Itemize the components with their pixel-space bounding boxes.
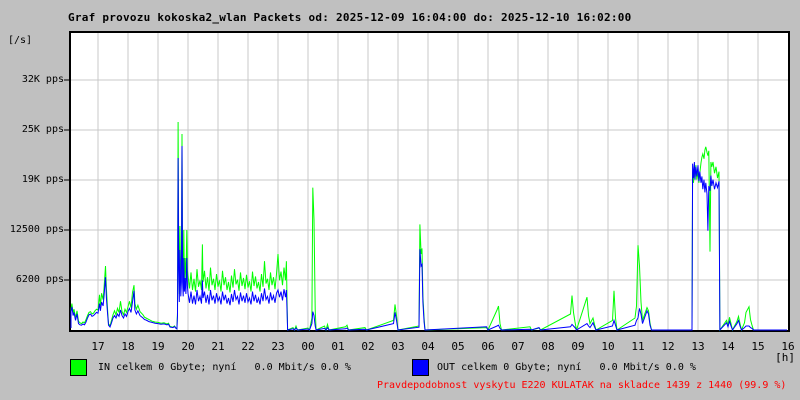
out-legend-swatch (412, 359, 429, 376)
x-tick-label: 16 (781, 340, 795, 353)
x-tick-label: 11 (631, 340, 645, 353)
x-tick-label: 07 (511, 340, 525, 353)
x-tick-label: 05 (451, 340, 465, 353)
y-tick-label: 19K pps (21, 174, 64, 185)
y-tick-label: 32K pps (21, 74, 64, 85)
x-tick-label: 13 (691, 340, 705, 353)
graph-title: Graf provozu kokoska2_wlan Packets od: 2… (68, 11, 632, 24)
y-axis-unit-label: [/s] (8, 35, 33, 46)
y-tick-label: 6200 pps (15, 274, 64, 285)
in-legend-label: IN celkem 0 Gbyte; nyní 0.0 Mbit/s 0.0 % (98, 362, 351, 373)
y-tick-label: 25K pps (21, 124, 64, 135)
traffic-chart (64, 33, 788, 332)
x-tick-label: 19 (151, 340, 165, 353)
x-axis-unit-label: [h] (775, 351, 795, 364)
alert-text: Pravdepodobnost vyskytu E220 KULATAK na … (377, 380, 787, 391)
plot-area (64, 31, 790, 332)
x-tick-label: 15 (751, 340, 765, 353)
x-tick-label: 21 (211, 340, 225, 353)
x-tick-label: 08 (541, 340, 555, 353)
out-legend-label: OUT celkem 0 Gbyte; nyní 0.0 Mbit/s 0.0 … (437, 362, 696, 373)
y-tick-label: 12500 pps (9, 224, 64, 235)
x-tick-label: 06 (481, 340, 495, 353)
x-tick-label: 22 (241, 340, 255, 353)
x-tick-label: 02 (361, 340, 375, 353)
out-series-line (70, 145, 787, 332)
x-tick-label: 23 (271, 340, 285, 353)
x-tick-label: 20 (181, 340, 195, 353)
x-tick-label: 04 (421, 340, 435, 353)
x-tick-label: 14 (721, 340, 735, 353)
x-tick-label: 03 (391, 340, 405, 353)
x-tick-label: 09 (571, 340, 585, 353)
x-tick-label: 17 (91, 340, 105, 353)
x-tick-label: 01 (331, 340, 345, 353)
x-tick-label: 10 (601, 340, 615, 353)
in-legend-swatch (70, 359, 87, 376)
x-tick-label: 18 (121, 340, 135, 353)
x-tick-label: 12 (661, 340, 675, 353)
x-tick-label: 00 (301, 340, 315, 353)
